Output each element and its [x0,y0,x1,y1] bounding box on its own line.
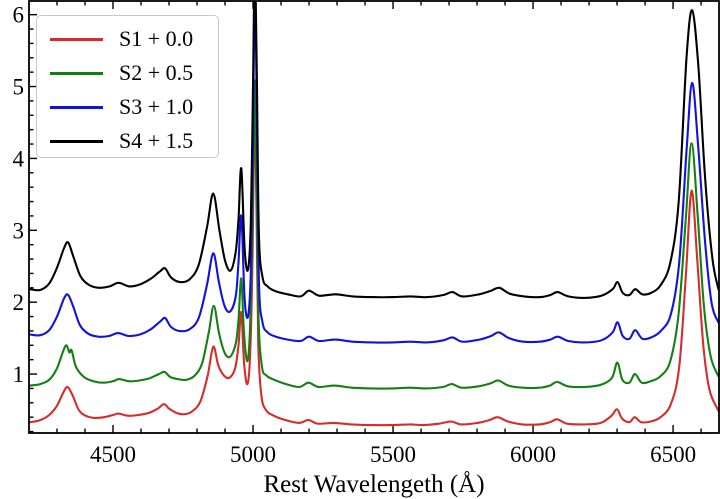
plot-border [28,0,720,434]
legend-item: S1 + 0.0 [50,22,218,56]
spectrum-curve-s1 [29,115,719,427]
x-tick-label: 4500 [90,442,136,467]
x-axis-label: Rest Wavelengeth (Å) [263,471,484,498]
x-tick-label: 6000 [510,442,556,467]
legend-line-swatch [50,105,103,109]
x-tick-label: 6500 [650,442,696,467]
legend-item-label: S1 + 0.0 [119,26,194,51]
legend-item: S4 + 1.5 [50,124,218,158]
spectrum-curve-s3 [29,1,719,344]
legend-line-swatch [50,71,103,75]
legend-item-label: S3 + 1.0 [119,94,194,119]
legend-item: S2 + 0.5 [50,56,218,90]
spectrum-curve-s4 [29,1,719,299]
legend-item-label: S4 + 1.5 [119,128,194,153]
y-tick-label: 6 [13,3,25,28]
y-tick-label: 3 [13,218,25,243]
x-tick-label: 5000 [230,442,276,467]
legend-line-swatch [50,37,103,41]
legend: S1 + 0.0 S2 + 0.5 S3 + 1.0 S4 + 1.5 [36,15,219,158]
spectrum-curve-s2 [29,79,719,390]
legend-item: S3 + 1.0 [50,90,218,124]
y-tick-label: 1 [13,362,25,387]
y-tick-label: 5 [13,75,25,100]
y-tick-label: 2 [13,290,25,315]
y-tick-label: 4 [13,146,25,171]
legend-item-label: S2 + 0.5 [119,60,194,85]
x-tick-label: 5500 [370,442,416,467]
legend-line-swatch [50,139,103,143]
